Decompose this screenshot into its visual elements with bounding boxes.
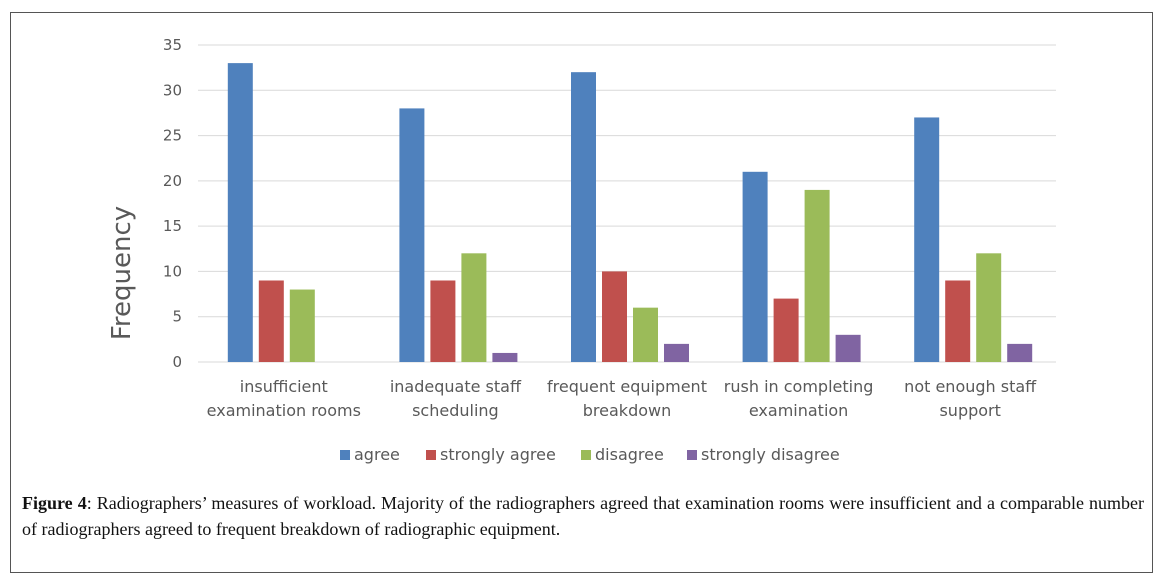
y-tick-label: 20 bbox=[163, 172, 182, 190]
legend-label: disagree bbox=[595, 445, 664, 464]
legend-swatch-disagree bbox=[581, 450, 591, 460]
bar-strongly-disagree bbox=[835, 334, 861, 362]
legend-swatch-strongly-agree bbox=[426, 450, 436, 460]
bar-disagree bbox=[804, 189, 830, 362]
bar-disagree bbox=[289, 289, 315, 362]
y-tick-label: 5 bbox=[172, 308, 182, 326]
x-category-label: inadequate staff scheduling bbox=[390, 377, 522, 420]
legend-label: agree bbox=[354, 445, 400, 464]
x-category-label: frequent equipment breakdown bbox=[547, 377, 707, 420]
y-tick-label: 15 bbox=[163, 217, 182, 235]
gridlines bbox=[198, 44, 1056, 363]
x-axis-categories: insufficient examination rooms inadequate … bbox=[207, 377, 1038, 420]
y-axis-ticks: 0 5 10 15 20 25 30 35 bbox=[163, 36, 182, 371]
bar-strongly-disagree bbox=[492, 352, 518, 362]
bar-strongly-disagree bbox=[1007, 343, 1033, 362]
caption-text: : Radiographers’ measures of workload. M… bbox=[22, 493, 1144, 539]
legend-label: strongly disagree bbox=[701, 445, 840, 464]
legend-swatch-strongly-disagree bbox=[687, 450, 697, 460]
bar-agree bbox=[227, 63, 253, 362]
bar-strongly-agree bbox=[258, 280, 284, 362]
legend: agree strongly agree disagree strongly disa… bbox=[340, 445, 840, 464]
bar-chart: 0 5 10 15 20 25 30 35 Frequency insufficient exa… bbox=[107, 36, 1056, 464]
x-category-label: not enough staff support bbox=[904, 377, 1037, 420]
bar-strongly-agree bbox=[602, 271, 627, 362]
x-category-label: rush in completing examination bbox=[724, 377, 874, 420]
y-tick-label: 25 bbox=[163, 127, 182, 145]
x-category-label: insufficient examination rooms bbox=[207, 377, 361, 420]
bar-disagree bbox=[633, 307, 658, 362]
bar-agree bbox=[399, 108, 425, 363]
legend-label: strongly agree bbox=[440, 445, 556, 464]
bar-disagree bbox=[461, 253, 487, 362]
legend-swatch-agree bbox=[340, 450, 350, 460]
y-tick-label: 30 bbox=[163, 81, 182, 99]
y-tick-label: 35 bbox=[163, 36, 182, 54]
bar-agree bbox=[742, 171, 768, 362]
bar-disagree bbox=[976, 253, 1002, 362]
bar-strongly-disagree bbox=[664, 343, 689, 362]
bar-strongly-agree bbox=[773, 298, 799, 362]
bar-agree bbox=[571, 72, 596, 363]
bar-agree bbox=[914, 117, 940, 362]
y-axis-title: Frequency bbox=[107, 206, 137, 340]
caption-label: Figure 4 bbox=[22, 493, 87, 513]
bars bbox=[227, 63, 1033, 363]
y-tick-label: 0 bbox=[172, 353, 182, 371]
y-tick-label: 10 bbox=[163, 262, 182, 280]
bar-strongly-agree bbox=[430, 280, 456, 362]
figure-caption: Figure 4: Radiographers’ measures of wor… bbox=[22, 490, 1144, 542]
bar-strongly-agree bbox=[945, 280, 971, 362]
